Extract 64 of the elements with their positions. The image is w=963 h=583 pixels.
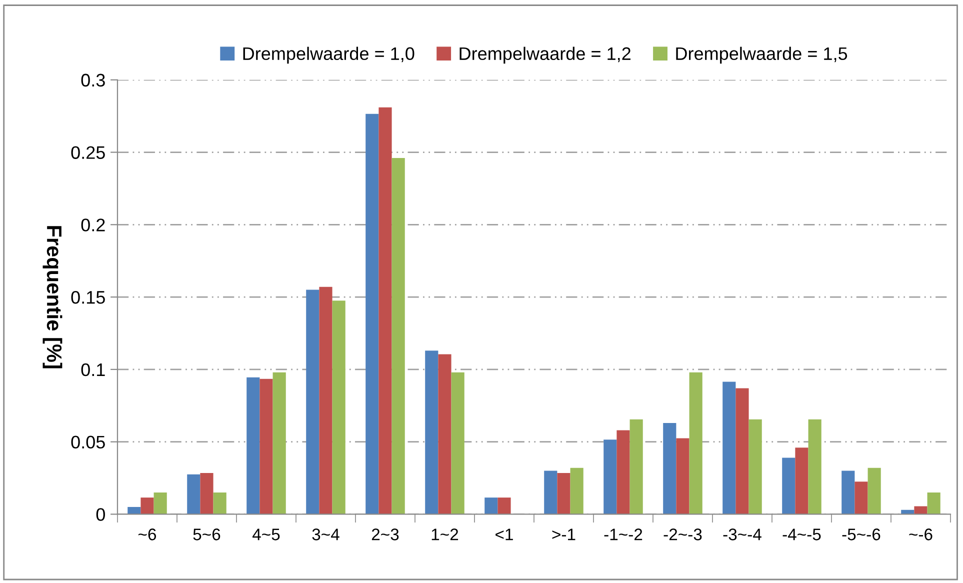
bar (748, 419, 762, 514)
bar (306, 290, 320, 514)
bar (604, 440, 617, 514)
x-tick-label: <1 (496, 528, 513, 540)
bar (213, 492, 226, 514)
y-tick-label: 0.15 (71, 290, 105, 304)
x-tick-label: -2~-3 (664, 528, 702, 540)
y-tick-label: 0 (96, 508, 105, 521)
bar (689, 372, 702, 514)
y-axis-title: Frequentie [%] (42, 226, 62, 368)
x-tick-label: ~6 (138, 528, 156, 540)
bar (484, 498, 498, 514)
x-tick-label: 5~6 (193, 528, 220, 540)
x-tick-label: -5~-6 (842, 528, 880, 540)
bar (676, 438, 690, 514)
y-tick-label: 0.1 (81, 363, 105, 376)
bar (260, 378, 273, 514)
bar (332, 300, 346, 514)
bar (616, 430, 630, 514)
bar (663, 422, 676, 514)
bar (808, 419, 822, 514)
x-tick-label: 2~3 (372, 528, 399, 540)
y-tick-label: 0.25 (71, 146, 105, 159)
x-tick-label: -4~-5 (782, 528, 821, 540)
bar (544, 470, 558, 514)
bar (927, 492, 940, 514)
bar (425, 350, 438, 514)
x-tick-label: 3~4 (312, 528, 340, 540)
x-tick-label: -3~-4 (723, 528, 762, 540)
bar (868, 468, 881, 514)
bar (498, 498, 511, 514)
bar (736, 388, 749, 514)
bar (154, 492, 167, 514)
bar (854, 482, 868, 514)
x-tick-label: >-1 (552, 528, 576, 540)
bar (630, 419, 643, 514)
bar (378, 107, 392, 514)
x-tick-label: 4~5 (252, 528, 280, 540)
bar (795, 448, 808, 514)
bar (438, 354, 452, 514)
x-tick-label: 1~2 (432, 528, 458, 540)
x-tick-label: ~-6 (909, 528, 932, 540)
bar (782, 458, 796, 514)
y-tick-label: 0.05 (71, 436, 105, 449)
bar (557, 472, 570, 514)
bar (392, 158, 405, 514)
bar (451, 372, 464, 514)
bar (272, 372, 286, 514)
bar (140, 498, 154, 514)
legend-label: Drempelwaarde = 1,0 (243, 46, 414, 64)
legend-label: Drempelwaarde = 1,2 (460, 46, 630, 64)
bar (914, 506, 928, 514)
x-tick-label: -1~-2 (604, 528, 642, 540)
bar (366, 114, 379, 514)
bar (319, 286, 332, 514)
y-tick-label: 0.2 (81, 218, 105, 232)
legend-label: Drempelwaarde = 1,5 (676, 46, 848, 64)
bar (570, 468, 584, 514)
bar (187, 474, 200, 514)
bar (246, 377, 260, 514)
bar (722, 382, 736, 514)
bar (200, 472, 214, 514)
bar (842, 470, 855, 514)
y-tick-label: 0.3 (81, 74, 105, 87)
